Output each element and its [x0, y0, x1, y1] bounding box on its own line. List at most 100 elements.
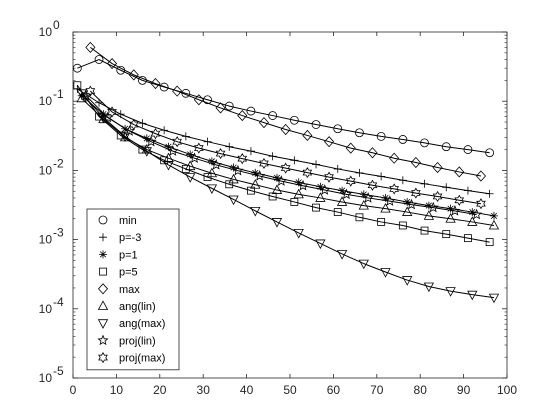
y-tick-exponent: -3 — [53, 226, 64, 240]
data-point — [410, 156, 421, 169]
data-point — [311, 120, 321, 129]
data-point — [85, 41, 96, 53]
data-point — [464, 234, 472, 243]
data-point — [312, 160, 321, 169]
data-point — [463, 145, 473, 154]
y-tick-exponent: -4 — [53, 295, 64, 309]
x-tick-label: 50 — [283, 383, 297, 397]
data-point — [333, 164, 342, 173]
data-point — [186, 150, 195, 159]
data-point — [250, 206, 261, 217]
data-point — [272, 173, 281, 182]
x-tick-label: 0 — [70, 383, 77, 397]
y-tick-base: 10 — [39, 163, 53, 177]
data-point — [367, 179, 378, 191]
data-point — [185, 160, 196, 171]
data-point — [237, 153, 248, 165]
data-point — [206, 184, 218, 195]
data-point — [150, 77, 161, 90]
data-point — [160, 126, 169, 135]
data-point — [376, 131, 386, 141]
series-proj-max- — [85, 85, 486, 210]
data-point — [367, 147, 378, 159]
legend-label: p=-3 — [119, 232, 141, 244]
data-point — [271, 184, 283, 194]
data-point — [403, 197, 412, 206]
data-point — [215, 147, 226, 160]
data-point — [355, 213, 364, 222]
data-point — [454, 194, 465, 206]
data-point — [119, 132, 131, 143]
legend-marker — [98, 352, 108, 364]
data-point — [225, 180, 234, 189]
data-point — [141, 147, 152, 157]
legend-marker — [97, 283, 109, 295]
data-point — [250, 179, 261, 189]
data-point — [380, 268, 391, 278]
data-point — [194, 142, 204, 154]
data-point — [302, 166, 313, 179]
data-point — [315, 239, 326, 250]
data-point — [476, 198, 486, 210]
data-point — [324, 136, 335, 148]
data-point — [138, 119, 147, 128]
data-point — [181, 132, 190, 141]
data-point — [193, 94, 204, 106]
y-tick-base: 10 — [39, 94, 53, 108]
legend-marker — [99, 233, 107, 242]
y-tick-base: 10 — [39, 25, 53, 39]
data-point — [312, 203, 320, 212]
data-point — [445, 213, 456, 223]
data-point — [210, 159, 222, 170]
y-tick-base: 10 — [39, 302, 53, 316]
data-point — [167, 145, 179, 156]
x-tick-label: 20 — [153, 383, 167, 397]
data-point — [188, 152, 201, 163]
data-point — [280, 162, 291, 174]
data-point — [446, 204, 455, 213]
legend-label: proj(max) — [119, 353, 165, 365]
data-point — [141, 143, 152, 154]
data-point — [432, 161, 443, 174]
data-point — [302, 129, 313, 142]
data-point — [142, 134, 151, 143]
data-point — [315, 192, 326, 202]
legend-label: proj(lin) — [119, 335, 156, 347]
y-tick-base: 10 — [39, 233, 53, 247]
data-point — [398, 135, 408, 144]
data-point — [290, 156, 299, 165]
data-point — [389, 183, 400, 195]
data-point — [94, 55, 104, 64]
y-tick-exponent: 0 — [53, 18, 60, 32]
data-point — [316, 182, 325, 191]
series-line — [90, 90, 482, 205]
data-point — [246, 106, 256, 116]
data-point — [340, 188, 353, 200]
data-point — [389, 152, 400, 164]
data-point — [489, 211, 498, 220]
y-tick-exponent: -2 — [53, 156, 64, 170]
data-point — [237, 109, 248, 122]
data-point — [445, 287, 456, 297]
data-point — [128, 118, 139, 131]
series-ang-lin- — [76, 92, 500, 230]
data-point — [289, 115, 299, 125]
data-point — [427, 201, 439, 213]
data-point — [271, 218, 283, 228]
legend-marker — [99, 250, 107, 259]
data-point — [293, 228, 304, 239]
data-point — [145, 135, 157, 147]
data-point — [224, 101, 234, 111]
legend-label: p=1 — [119, 249, 138, 261]
data-point — [463, 186, 472, 195]
data-point — [398, 221, 407, 230]
data-point — [471, 208, 483, 220]
data-point — [441, 142, 451, 152]
data-point — [485, 189, 494, 198]
data-point — [485, 148, 495, 158]
series-proj-lin- — [80, 89, 483, 220]
y-tick-label: 10 — [39, 302, 53, 316]
data-point — [432, 190, 443, 203]
data-point — [268, 111, 278, 120]
data-point — [358, 199, 369, 210]
